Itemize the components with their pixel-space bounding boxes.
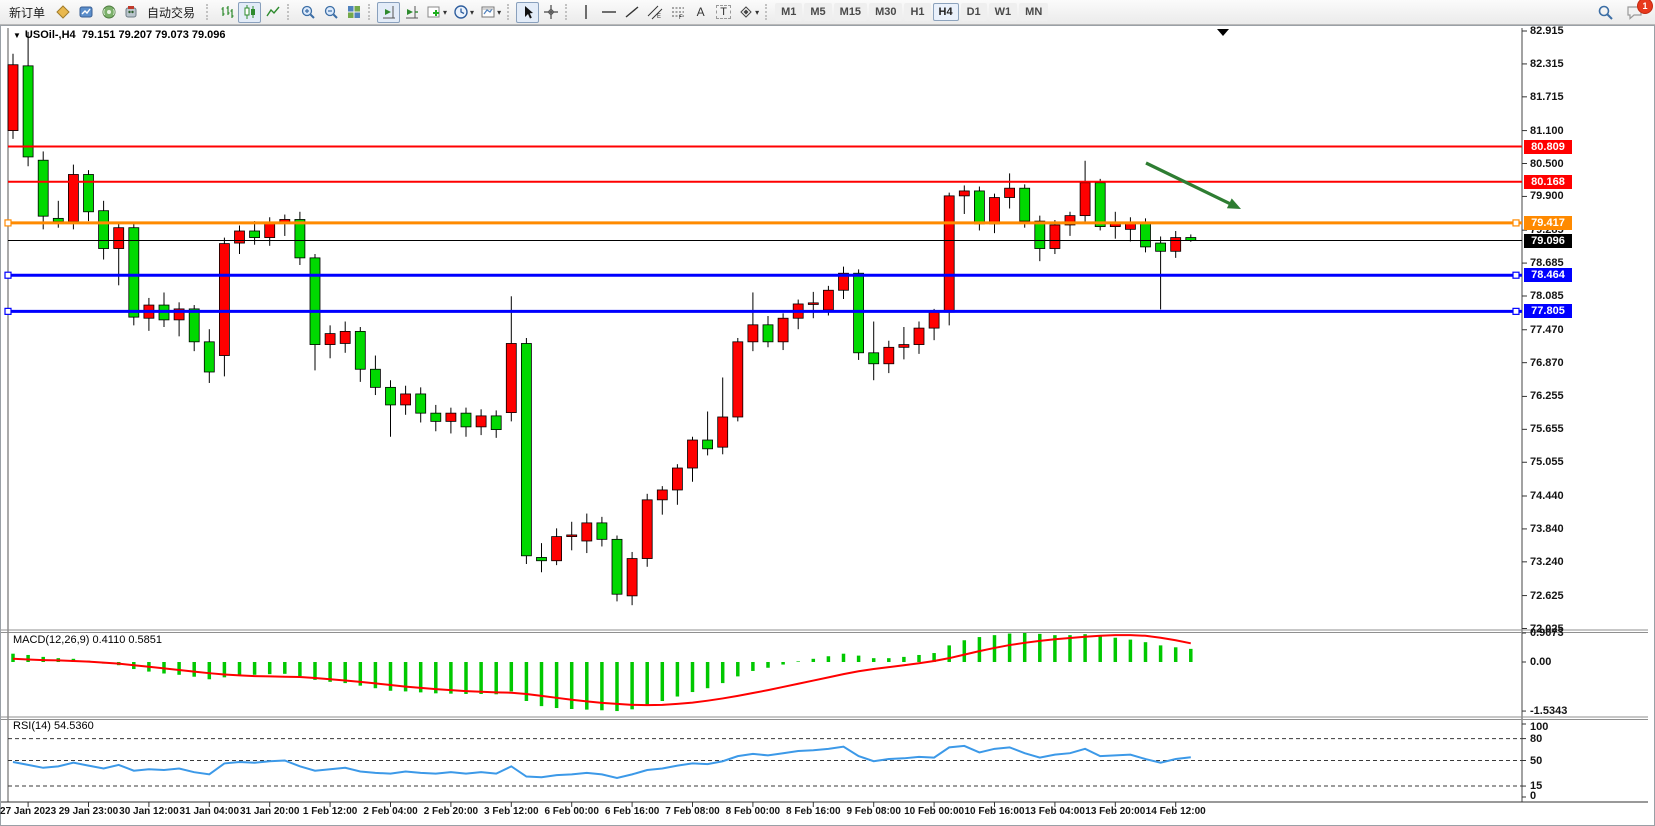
timeframe-h1-button[interactable]: H1 [904, 3, 931, 21]
svg-text:F: F [679, 15, 683, 20]
chevron-down-icon: ▾ [497, 7, 502, 17]
bar-chart-icon [219, 4, 235, 20]
chart-shift-button[interactable] [400, 2, 423, 23]
chart-symbol-period: USOil-,H4 [24, 29, 76, 41]
periods-button[interactable]: ▾ [450, 2, 477, 23]
indicators-button[interactable]: ▾ [423, 2, 450, 23]
chart-shift-icon [404, 4, 420, 20]
search-button[interactable] [1594, 2, 1617, 23]
text-button[interactable]: A [689, 2, 712, 23]
tile-windows-button[interactable] [342, 2, 365, 23]
svg-text:E: E [657, 14, 661, 20]
zoom-out-icon [323, 4, 339, 20]
robot-icon [123, 4, 139, 20]
zoom-in-icon [300, 4, 316, 20]
line-chart-icon [265, 4, 281, 20]
autotrading-button[interactable]: 自动交易 [120, 2, 203, 23]
rsi-indicator-label: RSI(14) 54.5360 [13, 720, 94, 732]
timeframe-w1-button[interactable]: W1 [988, 3, 1018, 21]
horizontal-line-icon [601, 4, 617, 20]
navigator-button[interactable] [97, 2, 120, 23]
chevron-down-icon: ▾ [443, 7, 448, 17]
toolbar-separator [765, 4, 771, 20]
macd-main-value: 0.4110 [92, 634, 126, 646]
zoom-in-button[interactable] [296, 2, 319, 23]
cursor-icon [520, 4, 536, 20]
templates-icon [480, 4, 496, 20]
shapes-button[interactable]: ▾ [735, 2, 762, 23]
profile-button[interactable] [51, 2, 74, 23]
toolbar-separator [507, 4, 513, 20]
toolbar-separator [565, 4, 571, 20]
monitor-chart-icon [78, 4, 94, 20]
timeframe-mn-button[interactable]: MN [1019, 3, 1049, 21]
autotrading-label: 自动交易 [147, 5, 196, 20]
periods-clock-icon [453, 4, 469, 20]
notification-badge: 1 [1637, 0, 1653, 14]
timeframe-h4-button[interactable]: H4 [932, 3, 959, 21]
crosshair-button[interactable] [539, 2, 562, 23]
zoom-out-button[interactable] [319, 2, 342, 23]
toolbar-separator [287, 4, 293, 20]
timeframe-m30-button[interactable]: M30 [869, 3, 903, 21]
tile-windows-icon [346, 4, 362, 20]
horizontal-line-button[interactable] [597, 2, 620, 23]
auto-scroll-button[interactable] [377, 1, 401, 23]
bar-chart-button[interactable] [215, 2, 238, 23]
rsi-value: 54.5360 [53, 720, 94, 732]
timeframe-m5-button[interactable]: M5 [804, 3, 832, 21]
chart-ohlc-values: 79.151 79.207 79.073 79.096 [81, 29, 226, 41]
text-label-icon: T [716, 5, 731, 19]
toolbar-separator [206, 4, 212, 20]
templates-button[interactable]: ▾ [477, 2, 504, 23]
diamond-icon [55, 4, 71, 20]
fibonacci-icon: F [670, 4, 686, 20]
indicators-icon [426, 4, 442, 20]
toolbar-separator [368, 4, 374, 20]
cursor-button[interactable] [516, 1, 540, 23]
chart-window[interactable] [0, 25, 1655, 826]
crosshair-icon [543, 4, 559, 20]
text-label-button[interactable]: T [712, 2, 735, 23]
auto-scroll-icon [381, 4, 397, 20]
timeframe-m15-button[interactable]: M15 [833, 3, 868, 21]
signal-icon [101, 4, 117, 20]
chart-title: ▼ USOil-,H4 79.151 79.207 79.073 79.096 [13, 29, 226, 41]
line-chart-button[interactable] [261, 2, 284, 23]
vertical-line-icon [578, 4, 594, 20]
shapes-icon [738, 4, 754, 20]
main-toolbar: 新订单 自动交易 [0, 0, 1655, 25]
notifications-button[interactable]: 1 [1623, 0, 1653, 23]
triangle-down-icon: ▼ [13, 31, 21, 40]
candlestick-chart-icon [242, 4, 258, 20]
timeframe-d1-button[interactable]: D1 [960, 3, 987, 21]
vertical-line-button[interactable] [574, 2, 597, 23]
timeframe-group: M1 M5 M15 M30 H1 H4 D1 W1 MN [774, 0, 1049, 24]
candlestick-chart-button[interactable] [238, 1, 262, 23]
channel-button[interactable]: E [643, 2, 666, 23]
trendline-icon [624, 4, 640, 20]
market-watch-button[interactable] [74, 2, 97, 23]
search-icon [1597, 4, 1614, 21]
new-order-button[interactable]: 新订单 [3, 2, 51, 23]
text-icon: A [696, 5, 705, 19]
channel-icon: E [647, 4, 663, 20]
chevron-down-icon: ▾ [755, 7, 760, 17]
fibonacci-button[interactable]: F [666, 2, 689, 23]
macd-signal-value: 0.5851 [128, 634, 163, 646]
timeframe-m1-button[interactable]: M1 [775, 3, 803, 21]
chevron-down-icon: ▾ [470, 7, 475, 17]
trendline-button[interactable] [620, 2, 643, 23]
macd-indicator-label: MACD(12,26,9) 0.4110 0.5851 [13, 634, 163, 646]
